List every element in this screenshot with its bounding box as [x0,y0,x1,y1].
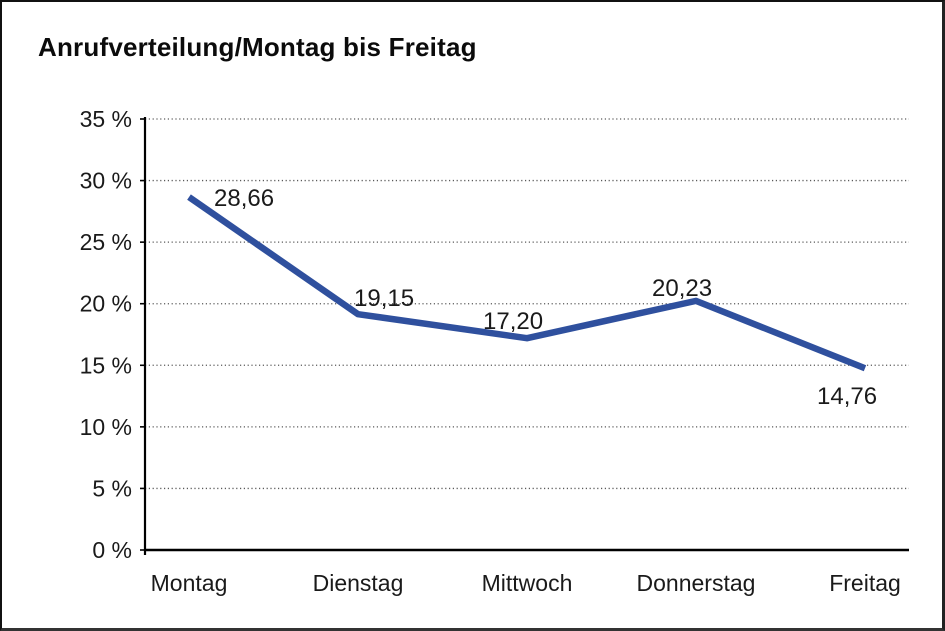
y-tick-label: 25 % [80,229,132,255]
y-tick-label: 5 % [92,475,132,501]
y-tick-label: 0 % [92,537,132,563]
point-value-label: 19,15 [354,285,414,312]
y-tick-label: 15 % [80,352,132,378]
y-tick-label: 20 % [80,291,132,317]
point-value-label: 20,23 [652,275,712,302]
x-category-label: Dienstag [313,570,404,596]
x-category-label: Mittwoch [482,570,573,596]
y-tick-label: 30 % [80,168,132,194]
chart-title: Anrufverteilung/Montag bis Freitag [38,32,477,62]
data-line [187,194,867,372]
x-category-label: Freitag [829,570,901,596]
x-category-label: Donnerstag [637,570,756,596]
point-value-label: 17,20 [483,308,543,335]
y-tick-label: 10 % [80,414,132,440]
x-category-label: Montag [151,570,228,596]
point-value-label: 14,76 [817,383,877,410]
y-tick-label: 35 % [80,106,132,132]
point-value-label: 28,66 [214,185,274,212]
